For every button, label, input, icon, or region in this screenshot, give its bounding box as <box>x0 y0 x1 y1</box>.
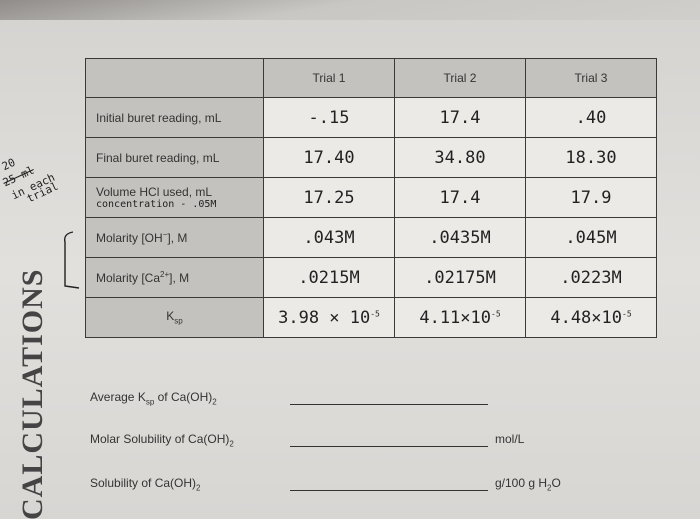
unit-label: g/100 g H2O <box>495 476 561 492</box>
row-label: Volume HCl used, mL concentration - .05M <box>85 177 264 218</box>
corner-cell <box>85 58 264 98</box>
handwritten-value: 3.98 × 10-5 <box>263 297 395 338</box>
text-segment: 3.98 × 10 <box>278 307 371 328</box>
unit-label: mol/L <box>495 432 524 446</box>
text-segment: 18.30 <box>565 147 617 168</box>
handwritten-value: 17.4 <box>394 97 526 138</box>
text-segment: Initial buret reading, mL <box>96 110 222 125</box>
row-label: Molarity [Ca2+], M <box>85 257 264 298</box>
handwritten-value: .0435M <box>394 217 526 258</box>
text-segment: 34.80 <box>434 147 486 168</box>
text-segment: Volume HCl used, mL <box>96 185 213 199</box>
text-segment: .40 <box>575 107 607 128</box>
text-segment: -5 <box>622 308 632 318</box>
text-segment: .0215M <box>298 267 360 288</box>
text-segment: 4.48×10 <box>550 307 622 328</box>
text-segment: O <box>551 476 561 490</box>
text-segment: of Ca(OH) <box>154 390 213 404</box>
text-segment: Molarity [Ca <box>96 271 161 285</box>
text-segment: sp <box>145 397 155 407</box>
text-segment: ], M <box>167 231 188 245</box>
text-segment: 2 <box>547 483 552 493</box>
handwritten-value: 17.4 <box>394 177 526 218</box>
text-segment: 4.11×10 <box>419 307 491 328</box>
header-row: Trial 1 Trial 2 Trial 3 <box>85 58 657 98</box>
handwritten-value: 4.11×10-5 <box>394 297 526 338</box>
text-segment: mol/L <box>495 432 525 446</box>
table-row: Molarity [OH−], M .043M .0435M .045M <box>85 217 657 258</box>
answer-line <box>290 446 488 447</box>
text-segment: 17.4 <box>439 107 481 128</box>
text-segment: 2 <box>212 397 217 407</box>
bracket <box>63 231 80 289</box>
table-row: Molarity [Ca2+], M .0215M .02175M .0223M <box>85 257 657 298</box>
column-header: Trial 1 <box>263 58 395 98</box>
table-row: Final buret reading, mL 17.40 34.80 18.30 <box>85 137 657 178</box>
text-segment: 17.9 <box>570 187 612 208</box>
handwritten-value: .045M <box>525 217 657 258</box>
handwritten-value: -.15 <box>263 97 395 138</box>
handwritten-value: 17.25 <box>263 177 395 218</box>
handwritten-value: .043M <box>263 217 395 258</box>
text-segment: -.15 <box>308 107 350 128</box>
column-header: Trial 2 <box>394 58 526 98</box>
data-table: Trial 1 Trial 2 Trial 3 Initial buret readi… <box>85 58 657 338</box>
table-row: Ksp 3.98 × 10-5 4.11×10-5 4.48×10-5 <box>85 297 657 338</box>
text-segment: − <box>162 230 168 239</box>
text-segment: Molarity [OH <box>96 231 163 245</box>
text-segment: 17.25 <box>303 187 355 208</box>
text-segment: Final buret reading, mL <box>96 150 220 165</box>
text-segment: .02175M <box>424 267 496 288</box>
handwritten-value: .0215M <box>263 257 395 298</box>
handwritten-value: 18.30 <box>525 137 657 178</box>
text-segment: .0223M <box>560 267 622 288</box>
handwritten-value: .02175M <box>394 257 526 298</box>
handwritten-value: .0223M <box>525 257 657 298</box>
text-segment: g/100 g H <box>495 476 548 490</box>
summary-label: Solubility of Ca(OH)2 <box>90 476 200 492</box>
text-segment: 2+ <box>160 270 170 279</box>
handwritten-value: 17.9 <box>525 177 657 218</box>
text-segment: Molar Solubility of Ca(OH) <box>90 432 230 446</box>
text-segment: .043M <box>303 227 355 248</box>
handwritten-value: 17.40 <box>263 137 395 178</box>
summary-label: Average Ksp of Ca(OH)2 <box>90 390 217 406</box>
table-row: Initial buret reading, mL -.15 17.4 .40 <box>85 97 657 138</box>
handwritten-value: .40 <box>525 97 657 138</box>
handwritten-note: concentration - .05M <box>96 199 217 210</box>
answer-line <box>290 490 488 491</box>
text-segment: Average K <box>90 390 146 404</box>
row-label: Molarity [OH−], M <box>85 217 264 258</box>
row-label: Initial buret reading, mL <box>85 97 264 138</box>
text-segment: -5 <box>491 308 501 318</box>
text-segment: .045M <box>565 227 617 248</box>
text-segment: 2 <box>196 483 201 493</box>
handwritten-value: 34.80 <box>394 137 526 178</box>
table-row: Volume HCl used, mL concentration - .05M 1… <box>85 177 657 218</box>
text-segment: ], M <box>169 271 190 285</box>
section-heading: CALCULATIONS <box>16 268 49 519</box>
text-segment: 2 <box>229 439 234 449</box>
summary-label: Molar Solubility of Ca(OH)2 <box>90 432 234 448</box>
text-segment: -5 <box>370 308 380 318</box>
answer-line <box>290 404 488 405</box>
text-segment: K <box>166 309 175 324</box>
row-label: Ksp <box>85 297 264 338</box>
text-segment: 17.4 <box>439 187 481 208</box>
text-segment: 17.40 <box>303 147 355 168</box>
text-segment: .0435M <box>429 227 491 248</box>
text-segment: sp <box>174 316 183 326</box>
handwritten-value: 4.48×10-5 <box>525 297 657 338</box>
column-header: Trial 3 <box>525 58 657 98</box>
text-segment: Solubility of Ca(OH) <box>90 476 197 490</box>
row-label: Final buret reading, mL <box>85 137 264 178</box>
